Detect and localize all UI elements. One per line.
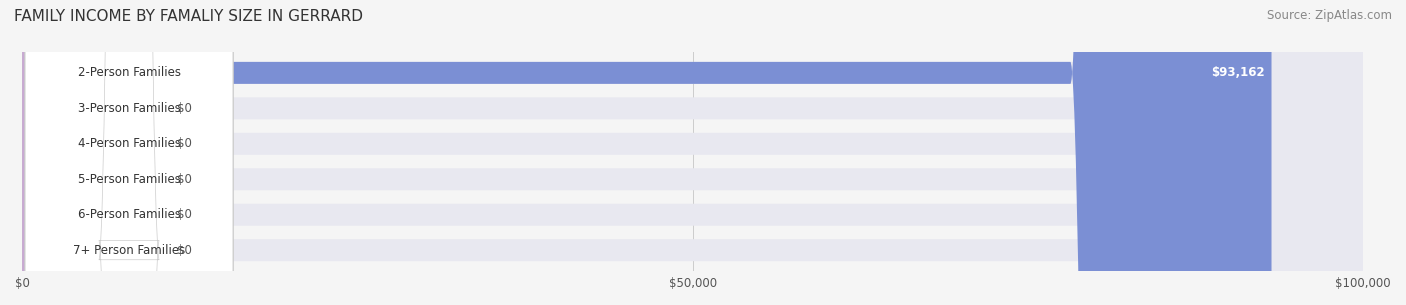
Text: 7+ Person Families: 7+ Person Families bbox=[73, 244, 186, 257]
FancyBboxPatch shape bbox=[22, 0, 1364, 305]
Text: $0: $0 bbox=[177, 102, 191, 115]
Text: $93,162: $93,162 bbox=[1211, 66, 1265, 79]
Text: $0: $0 bbox=[177, 173, 191, 186]
FancyBboxPatch shape bbox=[22, 0, 156, 305]
FancyBboxPatch shape bbox=[22, 0, 156, 305]
Text: $0: $0 bbox=[177, 208, 191, 221]
Text: $0: $0 bbox=[177, 244, 191, 257]
FancyBboxPatch shape bbox=[25, 0, 233, 305]
FancyBboxPatch shape bbox=[22, 0, 1364, 305]
FancyBboxPatch shape bbox=[25, 0, 233, 305]
FancyBboxPatch shape bbox=[22, 0, 1364, 305]
Text: FAMILY INCOME BY FAMALIY SIZE IN GERRARD: FAMILY INCOME BY FAMALIY SIZE IN GERRARD bbox=[14, 9, 363, 24]
FancyBboxPatch shape bbox=[22, 0, 156, 305]
FancyBboxPatch shape bbox=[22, 0, 1364, 305]
Text: 4-Person Families: 4-Person Families bbox=[77, 137, 180, 150]
Text: Source: ZipAtlas.com: Source: ZipAtlas.com bbox=[1267, 9, 1392, 22]
FancyBboxPatch shape bbox=[22, 0, 1364, 305]
Text: 5-Person Families: 5-Person Families bbox=[77, 173, 180, 186]
Text: 6-Person Families: 6-Person Families bbox=[77, 208, 180, 221]
FancyBboxPatch shape bbox=[22, 0, 156, 305]
FancyBboxPatch shape bbox=[25, 0, 233, 305]
FancyBboxPatch shape bbox=[25, 0, 233, 305]
FancyBboxPatch shape bbox=[25, 0, 233, 305]
Text: 2-Person Families: 2-Person Families bbox=[77, 66, 180, 79]
FancyBboxPatch shape bbox=[22, 0, 1271, 305]
FancyBboxPatch shape bbox=[25, 0, 233, 305]
Text: $0: $0 bbox=[177, 137, 191, 150]
FancyBboxPatch shape bbox=[22, 0, 1364, 305]
Text: 3-Person Families: 3-Person Families bbox=[77, 102, 180, 115]
FancyBboxPatch shape bbox=[22, 0, 156, 305]
